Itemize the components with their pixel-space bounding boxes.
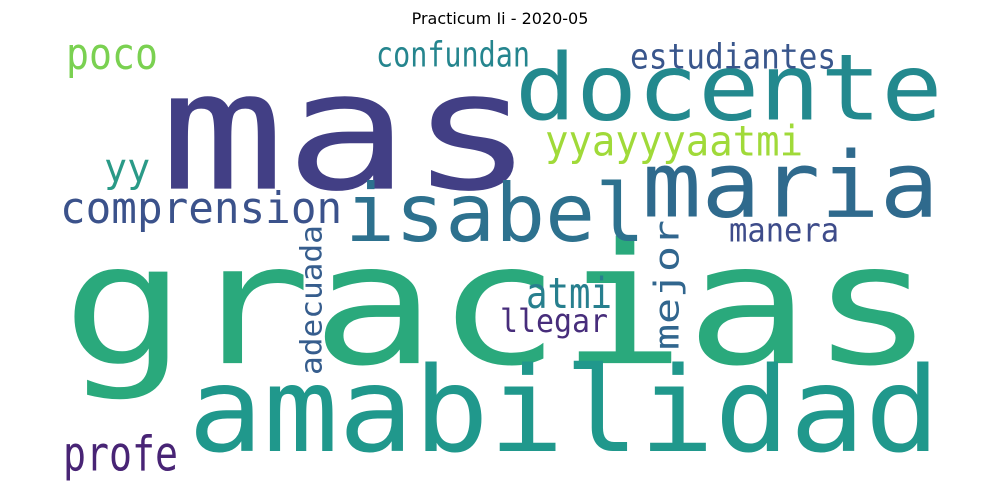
word-isabel: isabel [345,166,646,261]
word-estudiantes: estudiantes [630,35,837,77]
word-maria: maria [642,131,940,239]
word-manera: manera [729,211,840,250]
word-comprension: comprension [60,182,343,234]
word-mas: mas [160,35,535,229]
word-amabilidad: amabilidad [188,341,941,480]
word-atmi: atmi [526,268,612,319]
word-confundan: confundan [376,33,530,75]
word-profe: profe [63,425,179,482]
word-yy: yy [104,144,151,192]
word-gracias: gracias [62,206,935,404]
word-docente: docente [515,33,943,142]
word-poco: poco [66,28,158,80]
word-yyayyyaatmi: yyayyyaatmi [545,116,804,166]
word-llegar: llegar [500,302,609,340]
word-mejor: mejor [646,219,687,350]
chart-title: Practicum Ii - 2020-05 [411,9,589,28]
word-adecuada: adecuada [294,225,329,375]
